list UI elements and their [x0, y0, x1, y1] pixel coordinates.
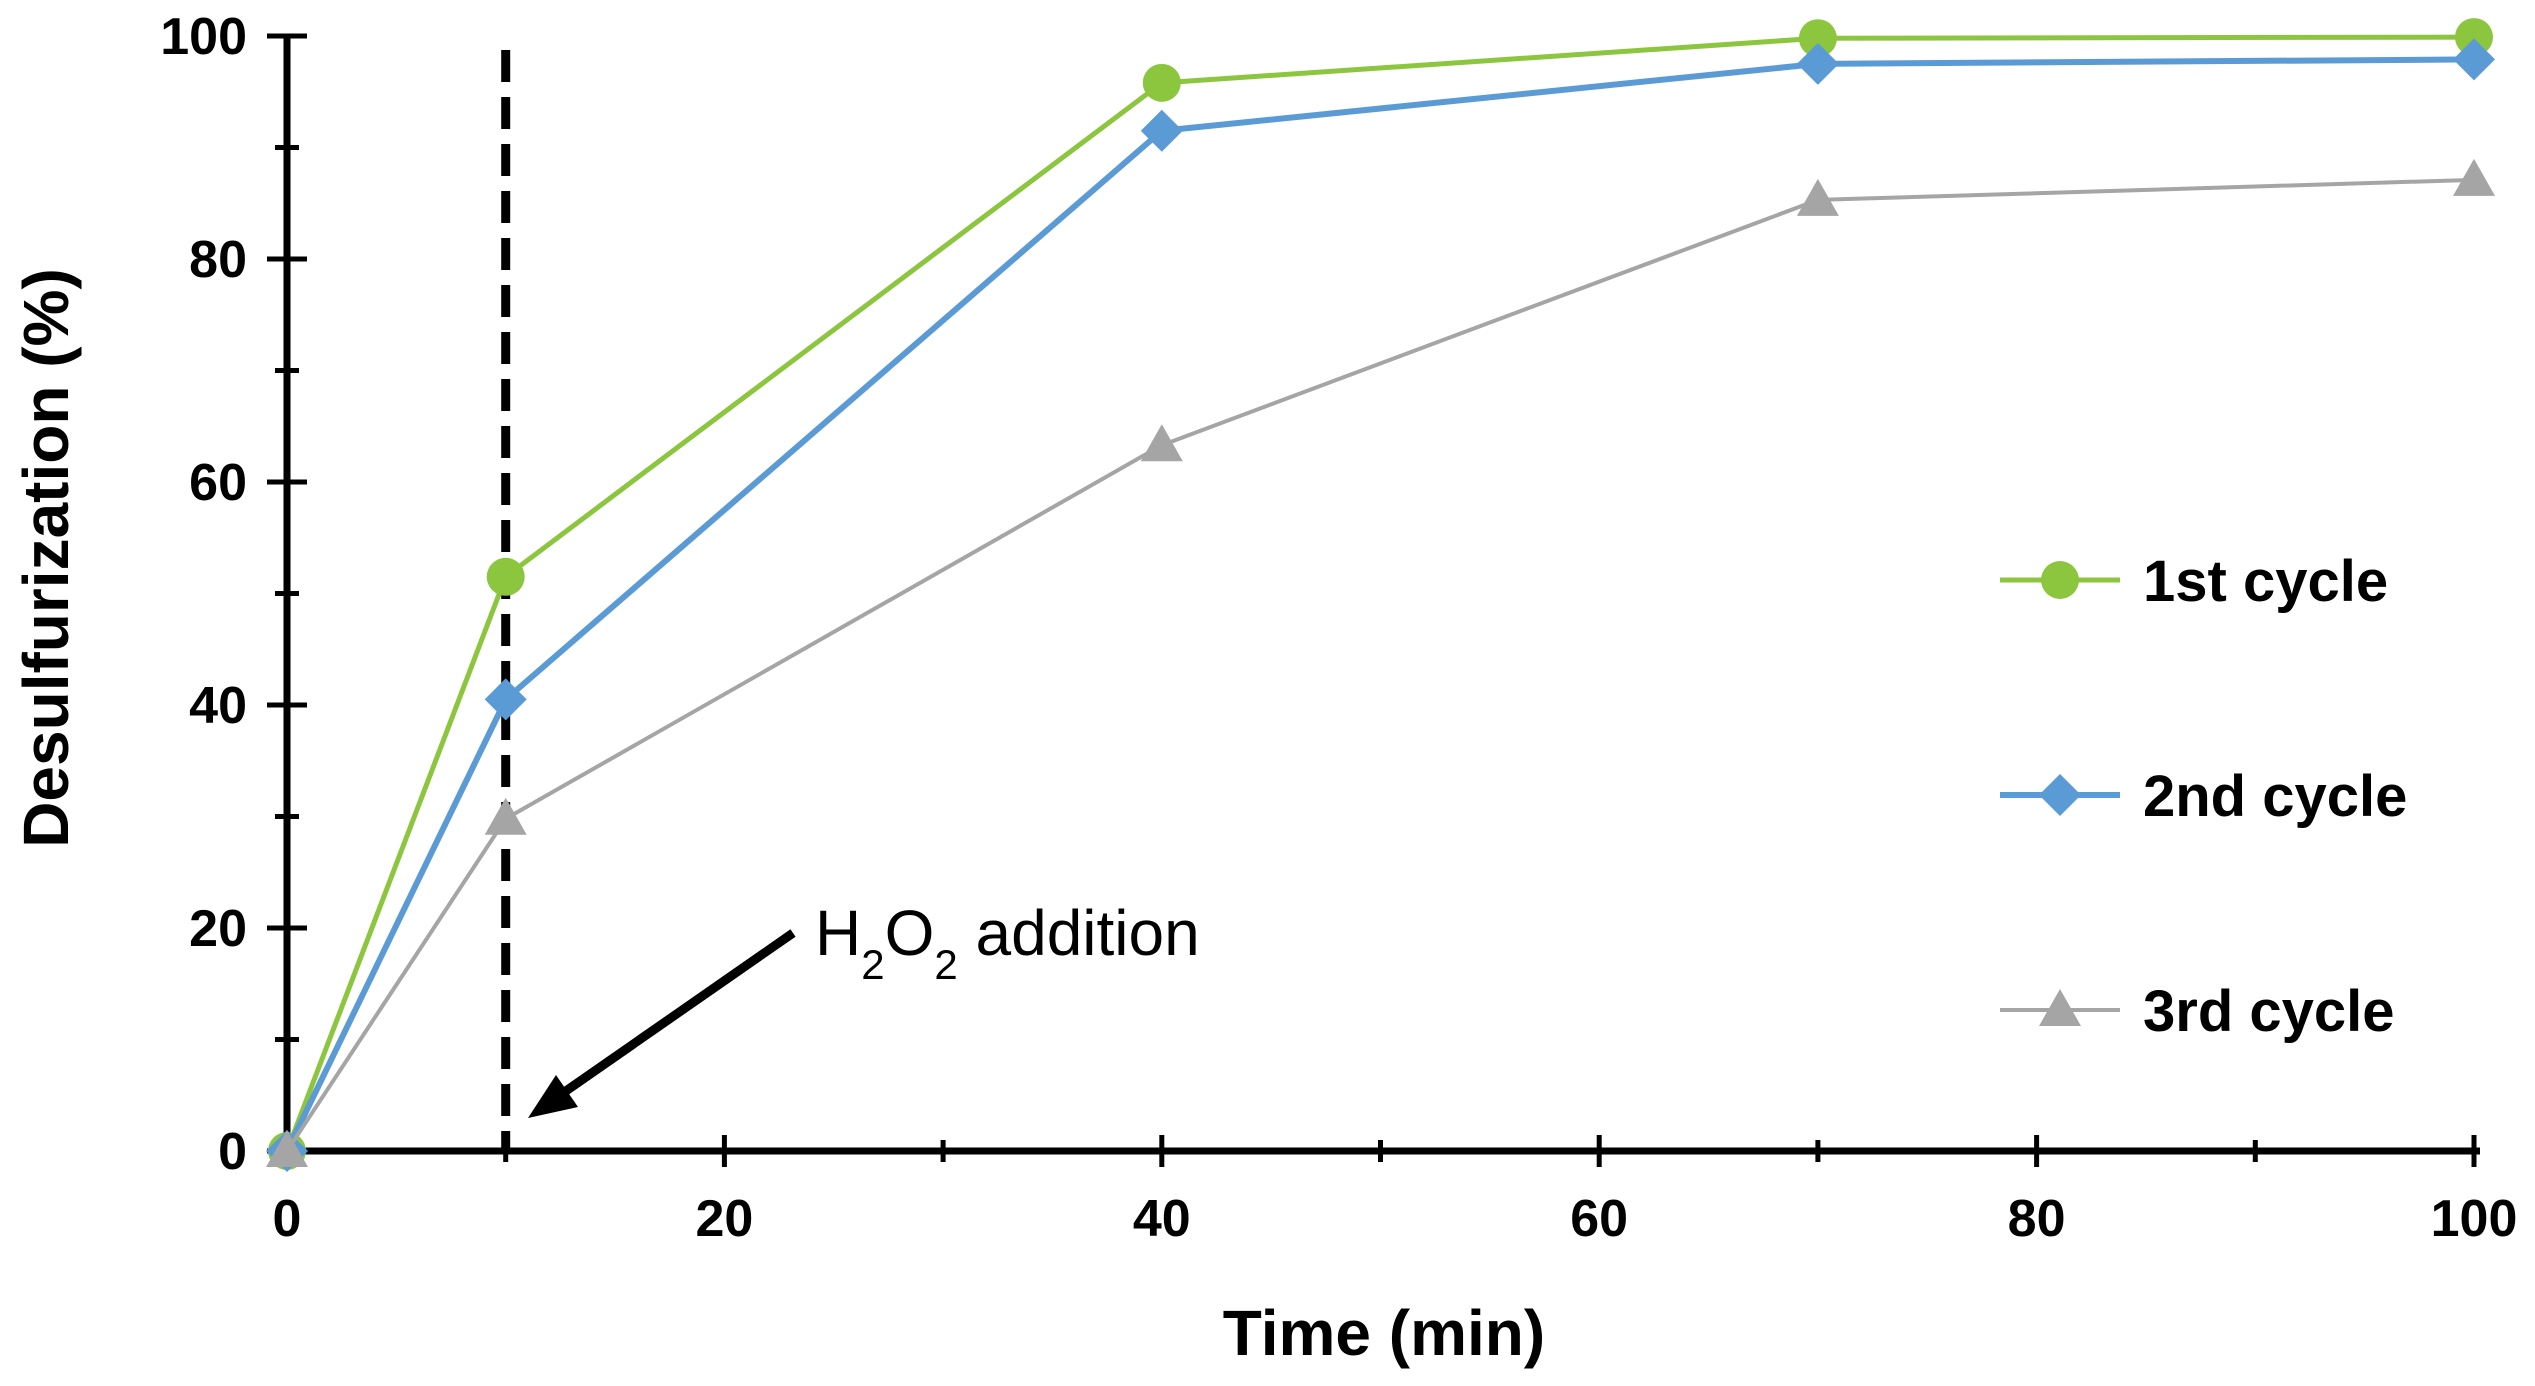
legend: 1st cycle 2nd cycle 3rd cycle [2000, 549, 2407, 1044]
series-layer [266, 18, 2495, 1172]
legend-label-2nd-cycle: 2nd cycle [2143, 764, 2407, 829]
x-tick-label: 80 [2008, 1190, 2066, 1248]
x-tick-label: 100 [2431, 1190, 2518, 1248]
data-point-2nd-cycle [1140, 109, 1183, 152]
legend-label-3rd-cycle: 3rd cycle [2143, 979, 2395, 1044]
x-tick-label: 60 [1570, 1190, 1628, 1248]
x-tick-label: 0 [273, 1190, 302, 1248]
y-tick-label: 60 [189, 454, 247, 512]
annotation-arrow-shaft [560, 929, 796, 1097]
legend-label-1st-cycle: 1st cycle [2143, 549, 2388, 614]
y-tick-label: 100 [160, 8, 247, 66]
series-2nd-cycle [266, 38, 2495, 1172]
annotation-label: H2O2 addition [815, 897, 1200, 988]
annotation-arrow-head [528, 1075, 578, 1118]
x-tick-label: 40 [1133, 1190, 1191, 1248]
y-tick-label: 80 [189, 231, 247, 289]
data-point-3rd-cycle [484, 797, 527, 835]
y-axis-title: Desulfurization (%) [10, 268, 82, 848]
data-point-1st-cycle [1142, 63, 1181, 102]
legend-marker-1st-cycle [2041, 561, 2079, 599]
h2o2-addition-annotation: H2O2 addition [528, 897, 1200, 1118]
y-tick-label: 20 [189, 900, 247, 958]
data-point-1st-cycle [1798, 19, 1837, 58]
data-point-1st-cycle [486, 557, 525, 596]
data-point-2nd-cycle [2453, 38, 2495, 81]
x-tick-label: 20 [695, 1190, 753, 1248]
data-point-2nd-cycle [484, 678, 527, 721]
data-point-1st-cycle [2455, 18, 2493, 57]
y-tick-label: 0 [218, 1123, 247, 1181]
data-point-3rd-cycle [1140, 424, 1183, 462]
legend-marker-2nd-cycle [2039, 774, 2081, 816]
y-tick-label: 40 [189, 677, 247, 735]
data-point-3rd-cycle [1796, 178, 1839, 216]
data-point-3rd-cycle [2453, 158, 2495, 196]
data-point-2nd-cycle [1796, 42, 1839, 85]
x-axis-title: Time (min) [1223, 1297, 1545, 1369]
axes: 0 20 40 60 80 100 0 20 40 60 80 100 [160, 8, 2517, 1248]
series-3rd-cycle [266, 158, 2495, 1167]
data-point-3rd-cycle [266, 1130, 308, 1167]
legend-marker-3rd-cycle [2039, 989, 2081, 1026]
